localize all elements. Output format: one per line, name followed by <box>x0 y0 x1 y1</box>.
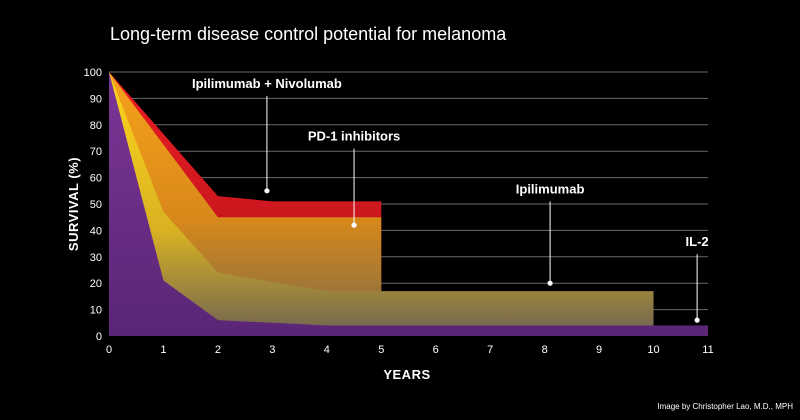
x-tick-label: 6 <box>433 344 439 356</box>
x-tick-label: 11 <box>702 344 713 356</box>
annotation-dot <box>351 222 357 228</box>
x-tick-label: 9 <box>596 344 602 356</box>
y-axis-ticks: 0 10 20 30 40 50 60 70 80 90 100 <box>84 67 102 343</box>
annotation-dot <box>547 280 553 286</box>
area-series-il-2 <box>109 72 708 336</box>
y-axis-label: SURVIVAL (%) <box>66 157 81 251</box>
y-tick-label: 20 <box>90 278 102 290</box>
y-tick-label: 100 <box>84 67 102 79</box>
x-tick-label: 10 <box>647 344 659 356</box>
y-tick-label: 10 <box>90 305 102 317</box>
y-tick-label: 70 <box>90 146 102 158</box>
chart-title: Long-term disease control potential for … <box>110 24 507 44</box>
x-tick-label: 7 <box>487 344 493 356</box>
annotation-dot <box>694 317 700 323</box>
x-axis-label: YEARS <box>383 367 430 382</box>
x-tick-label: 5 <box>378 344 384 356</box>
y-tick-label: 90 <box>90 93 102 105</box>
x-axis-ticks: 0 1 2 3 4 5 6 7 8 9 10 11 <box>106 344 714 356</box>
x-tick-label: 3 <box>269 344 275 356</box>
y-tick-label: 40 <box>90 225 102 237</box>
annotation-dot <box>264 188 270 194</box>
y-tick-label: 80 <box>90 120 102 132</box>
x-tick-label: 8 <box>542 344 548 356</box>
annotations: Ipilimumab + Nivolumab PD-1 inhibitors Ipi… <box>192 76 709 323</box>
annotation-label: PD-1 inhibitors <box>308 129 400 144</box>
y-tick-label: 60 <box>90 173 102 185</box>
image-credit: Image by Christopher Lao, M.D., MPH <box>657 402 793 411</box>
annotation-label: Ipilimumab + Nivolumab <box>192 76 342 91</box>
x-tick-label: 2 <box>215 344 221 356</box>
annotation-label: Ipilimumab <box>516 181 585 196</box>
x-tick-label: 0 <box>106 344 112 356</box>
x-tick-label: 1 <box>160 344 166 356</box>
x-tick-label: 4 <box>324 344 330 356</box>
y-tick-label: 0 <box>96 331 102 343</box>
plot-area <box>109 72 708 336</box>
annotation-label: IL-2 <box>686 234 709 249</box>
y-tick-label: 50 <box>90 199 102 211</box>
y-tick-label: 30 <box>90 252 102 264</box>
